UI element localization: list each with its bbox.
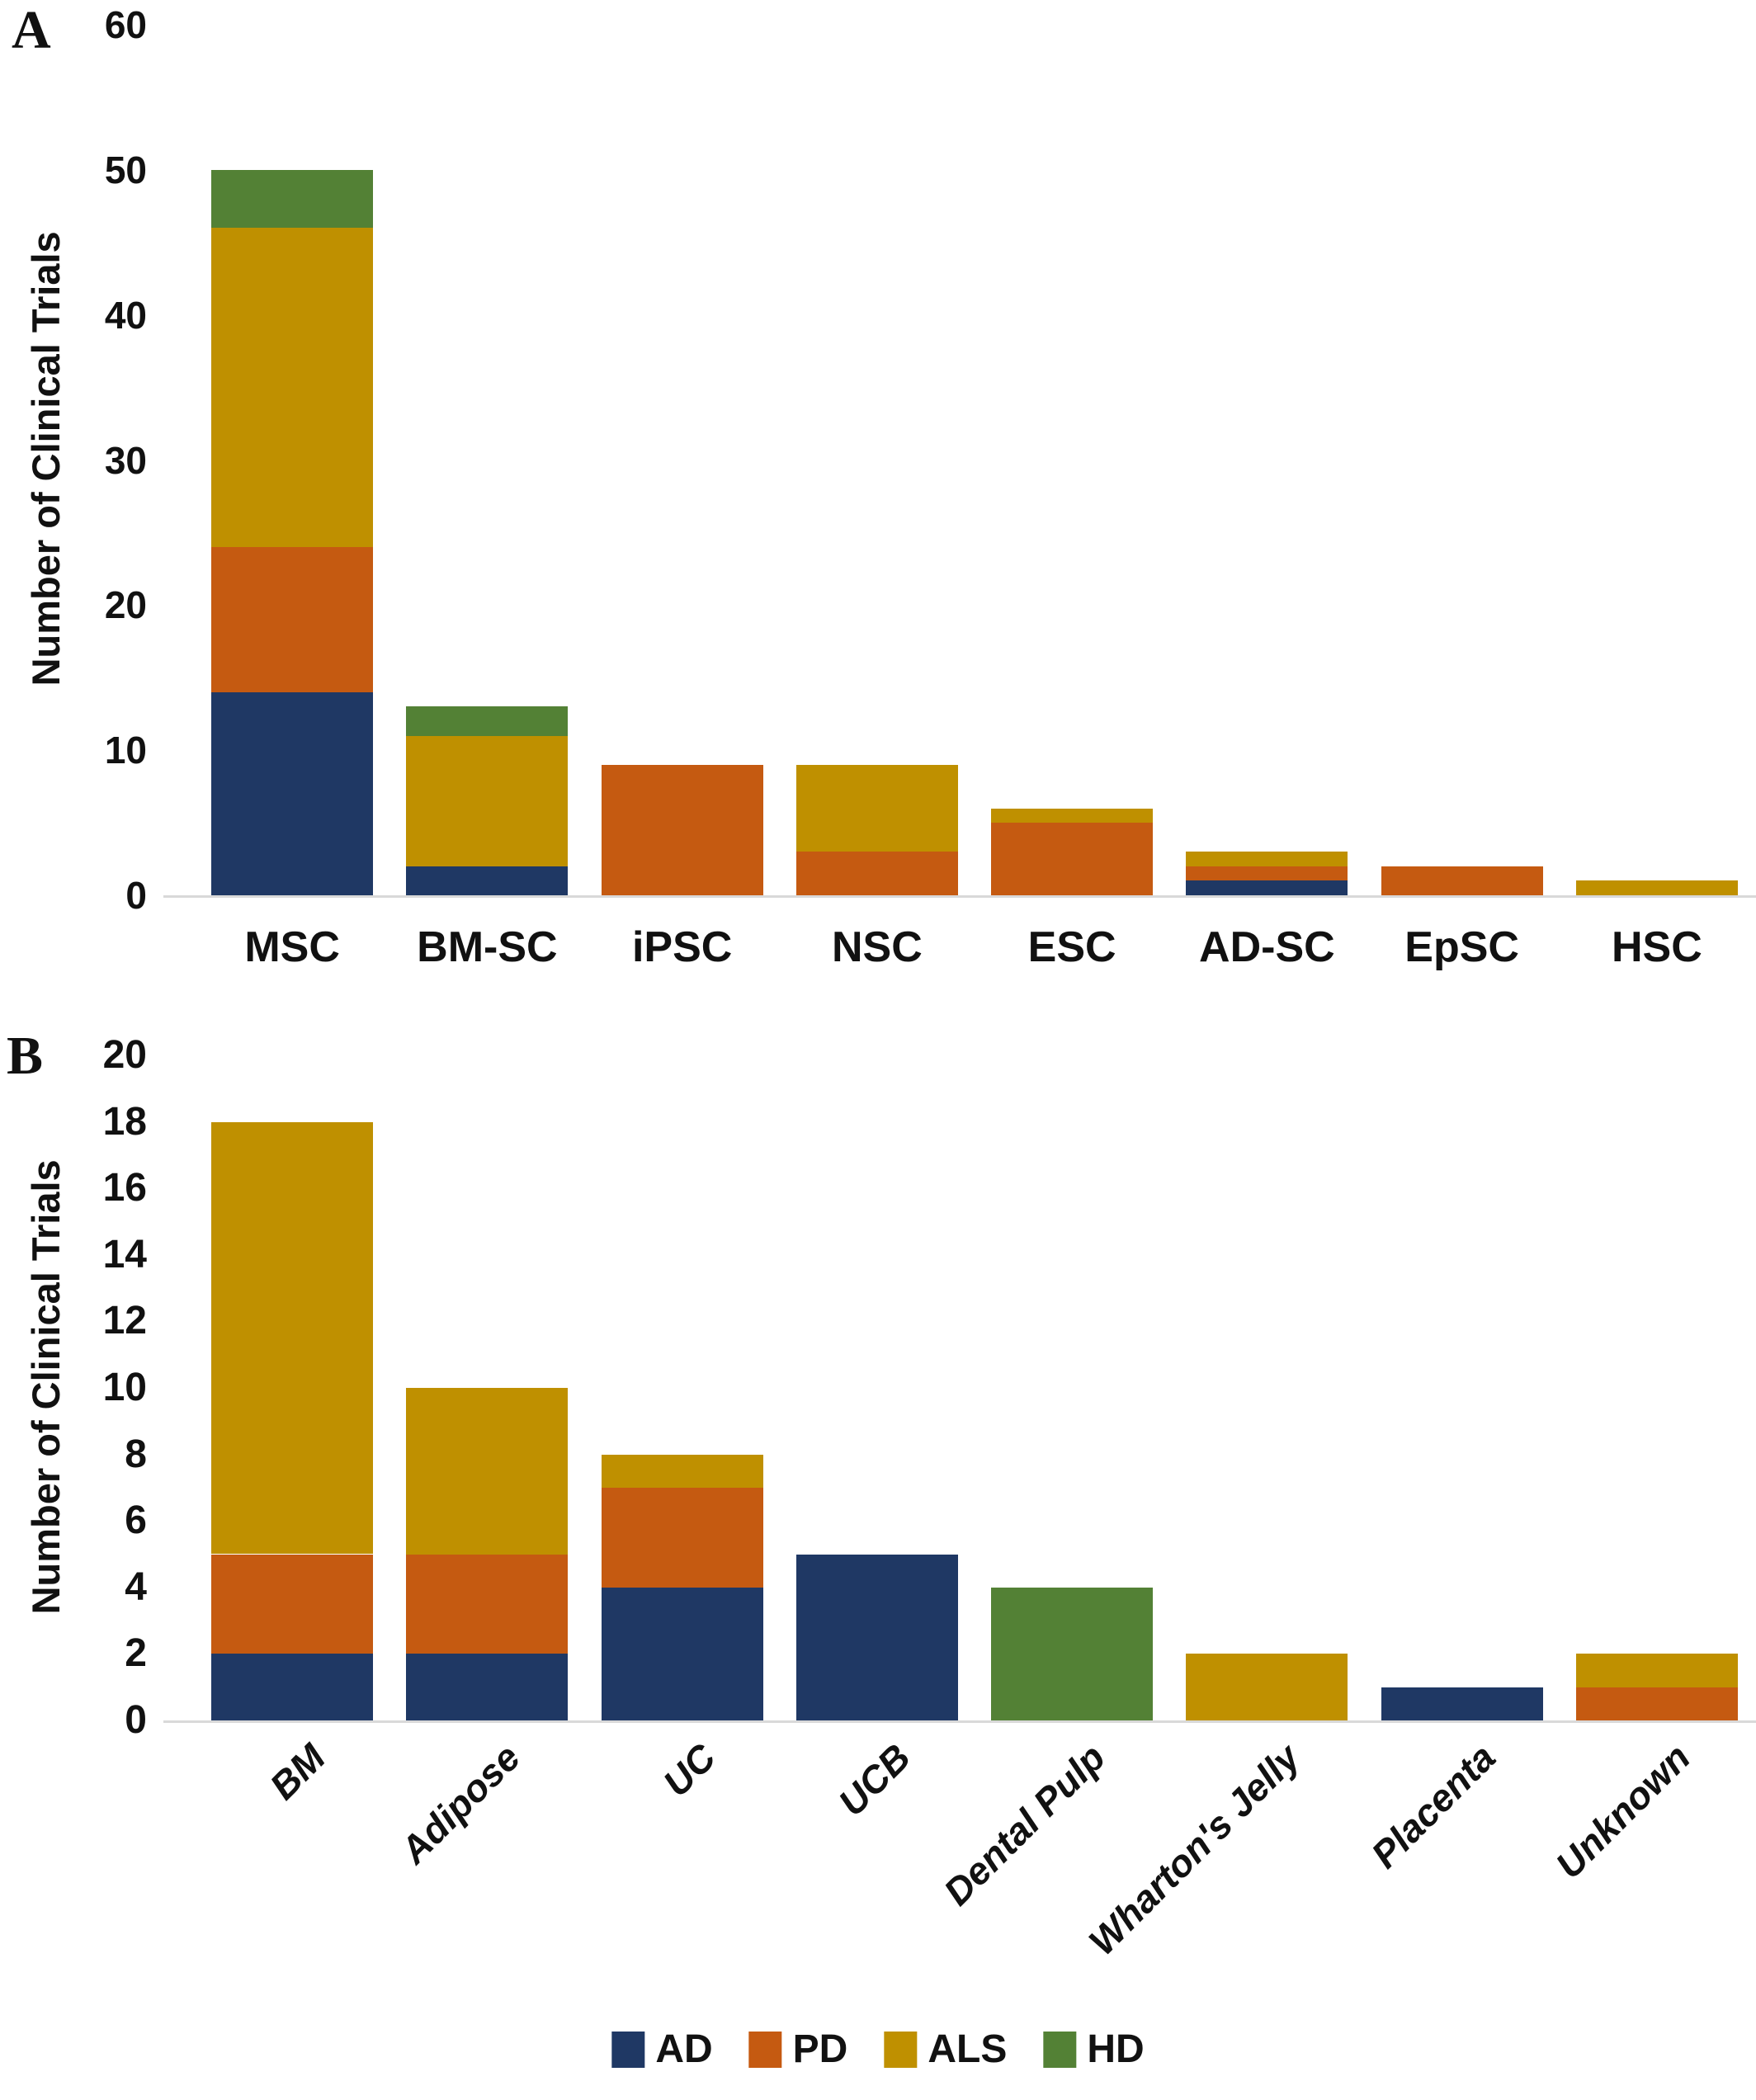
bar-segment-uc-als (601, 1454, 763, 1488)
legend-item-pd: PD (748, 2027, 848, 2071)
bar-segment-bm-sc-ad (406, 866, 569, 895)
bar-segment-bm-sc-als (406, 735, 569, 866)
x-label-bm-sc: BM-SC (417, 923, 558, 971)
panel-b-ytick-4: 4 (125, 1564, 147, 1609)
bar-segment-bm-pd (211, 1554, 374, 1654)
bar-segment-ipsc-pd (601, 764, 763, 895)
panel-a-letter: A (12, 0, 51, 60)
x-label-ipsc: iPSC (631, 923, 733, 971)
panel-a-x-axis-line (163, 895, 1756, 898)
panel-b-letter: B (7, 1026, 44, 1086)
bar-segment-dental-pulp-hd (991, 1587, 1154, 1720)
bar-segment-adipose-ad (406, 1654, 569, 1720)
legend-swatch-pd-icon (748, 2032, 782, 2068)
bar-segment-placenta-ad (1381, 1687, 1543, 1720)
legend-item-ad: AD (611, 2027, 713, 2071)
bar-segment-ad-sc-als (1186, 852, 1348, 866)
bar-segment-esc-als (991, 808, 1154, 823)
panel-a-ytick-30: 30 (104, 438, 147, 482)
bar-segment-ad-sc-ad (1186, 880, 1348, 895)
panel-b-ytick-2: 2 (125, 1631, 147, 1676)
x-label-nsc: NSC (831, 923, 923, 971)
bar-segment-adipose-als (406, 1388, 569, 1555)
bar-segment-msc-als (211, 228, 374, 548)
x-label-placenta: Placenta (1362, 1735, 1503, 1876)
bar-segment-wharton's-jelly-als (1186, 1654, 1348, 1720)
x-label-ad-sc: AD-SC (1199, 923, 1335, 971)
legend-swatch-hd-icon (1043, 2032, 1077, 2068)
x-label-epsc: EpSC (1404, 923, 1519, 971)
legend-swatch-ad-icon (611, 2032, 645, 2068)
bar-segment-nsc-pd (795, 852, 958, 895)
bar-segment-msc-hd (211, 170, 374, 229)
panel-b-ytick-12: 12 (102, 1299, 147, 1343)
x-label-msc: MSC (244, 923, 340, 971)
legend-item-als: ALS (884, 2030, 1007, 2069)
x-label-hsc: HSC (1611, 923, 1702, 971)
panel-b-ytick-20: 20 (102, 1033, 147, 1077)
panel-b-ytick-18: 18 (102, 1099, 147, 1144)
bar-segment-uc-ad (601, 1587, 763, 1720)
panel-a-ytick-20: 20 (104, 583, 147, 627)
bar-segment-bm-ad (211, 1654, 374, 1720)
panel-b-ytick-0: 0 (125, 1698, 147, 1742)
bar-segment-epsc-pd (1381, 866, 1543, 895)
bar-segment-bm-sc-hd (406, 706, 569, 736)
legend-item-hd: HD (1043, 2027, 1145, 2071)
panel-b-ytick-10: 10 (102, 1366, 147, 1409)
x-label-adipose: Adipose (392, 1735, 529, 1872)
legend-label-pd: PD (792, 2027, 848, 2071)
panel-a-ytick-50: 50 (104, 149, 147, 191)
panel-b-ytick-6: 6 (125, 1498, 147, 1543)
bar-segment-bm-als (211, 1121, 374, 1555)
bar-segment-nsc-als (795, 764, 958, 852)
bar-segment-msc-ad (211, 691, 374, 895)
legend-label-ad: AD (655, 2027, 713, 2071)
bar-segment-uc-pd (601, 1487, 763, 1588)
bar-segment-ucb-ad (795, 1554, 958, 1720)
panel-a-ytick-60: 60 (104, 3, 147, 47)
bar-segment-unknown-als (1575, 1654, 1738, 1687)
panel-b-ytick-14: 14 (102, 1232, 147, 1277)
legend-label-hd: HD (1087, 2027, 1145, 2071)
x-label-unknown: Unknown (1546, 1735, 1698, 1887)
bar-segment-adipose-pd (406, 1554, 569, 1654)
panel-a-ytick-40: 40 (104, 293, 147, 337)
legend: AD PD ALS HD (611, 2027, 1145, 2071)
panel-b-ytick-16: 16 (102, 1166, 147, 1210)
panel-b-ytick-8: 8 (125, 1432, 147, 1476)
bar-segment-unknown-pd (1575, 1687, 1738, 1720)
x-label-esc: ESC (1027, 923, 1116, 971)
bar-segment-esc-pd (991, 823, 1154, 895)
legend-label-als: ALS (928, 2027, 1008, 2071)
panel-a-ytick-0: 0 (125, 874, 147, 917)
bar-segment-ad-sc-pd (1186, 866, 1348, 881)
bar-segment-hsc-als (1575, 880, 1738, 895)
panel-a-ytick-10: 10 (104, 729, 147, 772)
panel-b-x-axis-line (163, 1720, 1756, 1723)
bar-segment-msc-pd (211, 547, 374, 692)
legend-swatch-als-icon (884, 2032, 918, 2068)
